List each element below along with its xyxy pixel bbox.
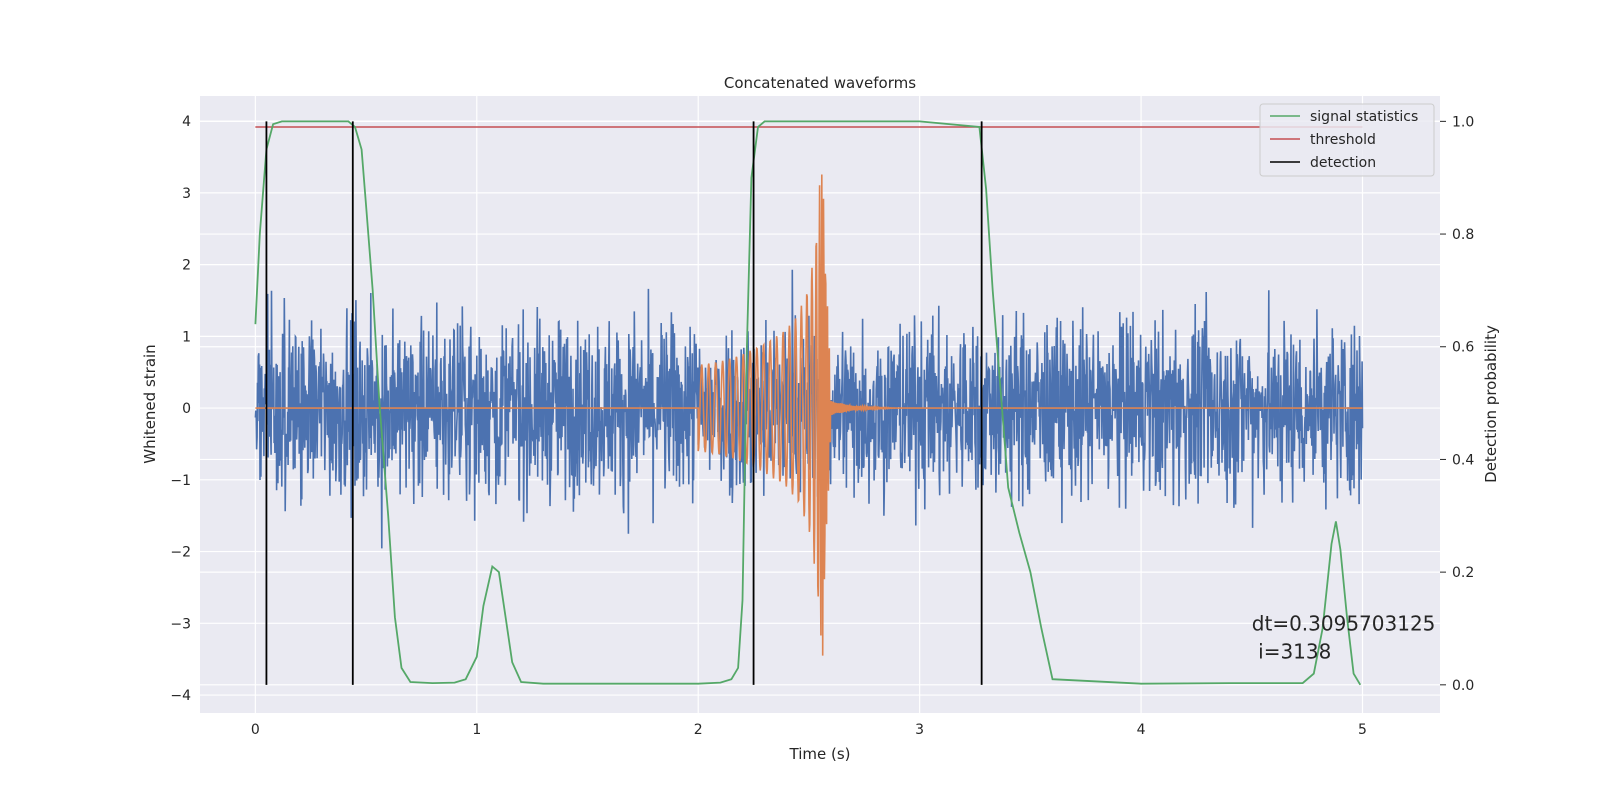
y-tick-label: 4 <box>182 114 191 130</box>
annotation-dt: dt=0.3095703125 <box>1252 611 1436 635</box>
y2-tick-label: 0.2 <box>1452 565 1474 581</box>
y-axis-title: Whitened strain <box>141 344 159 463</box>
y-tick-label: 2 <box>182 258 191 274</box>
y-tick-label: −3 <box>170 616 191 632</box>
signal-statistics-line <box>254 120 1362 686</box>
y2-tick-label: 0.0 <box>1452 678 1474 694</box>
x-tick-label: 5 <box>1358 722 1367 738</box>
y-tick-label: −2 <box>170 545 191 561</box>
ticks: 0 1 2 3 4 5 −4 −3 −2 −1 0 1 2 3 4 0.0 0.2 0.4 0.6 0.8 1.0 <box>170 114 1474 738</box>
y-tick-label: −4 <box>170 688 191 704</box>
legend: signal statistics threshold detection <box>1259 103 1435 177</box>
x-axis-title: Time (s) <box>789 745 851 763</box>
x-tick-label: 3 <box>915 722 924 738</box>
chart-title: Concatenated waveforms <box>724 74 916 92</box>
y2-tick-label: 0.8 <box>1452 227 1474 243</box>
legend-label-threshold: threshold <box>1310 132 1376 148</box>
y-tick-label: 1 <box>182 329 191 345</box>
legend-box <box>1259 103 1435 177</box>
y-tick-label: 0 <box>182 401 191 417</box>
y2-tick-label: 0.6 <box>1452 340 1474 356</box>
x-tick-label: 1 <box>472 722 481 738</box>
injection-line <box>255 174 1363 656</box>
injection-series <box>255 174 1363 656</box>
x-tick-label: 2 <box>694 722 703 738</box>
x-tick-label: 0 <box>251 722 260 738</box>
y2-tick-label: 0.4 <box>1452 452 1474 468</box>
probability-overlay <box>254 120 1363 686</box>
y-tick-label: 3 <box>182 186 191 202</box>
x-tick-label: 4 <box>1137 722 1146 738</box>
y2-axis-title: Detection probability <box>1482 325 1500 483</box>
legend-label-detection: detection <box>1310 155 1376 171</box>
y2-tick-label: 1.0 <box>1452 114 1474 130</box>
legend-label-signal-statistics: signal statistics <box>1310 109 1418 125</box>
annotation-i: i=3138 <box>1252 639 1332 663</box>
y-tick-label: −1 <box>170 473 191 489</box>
